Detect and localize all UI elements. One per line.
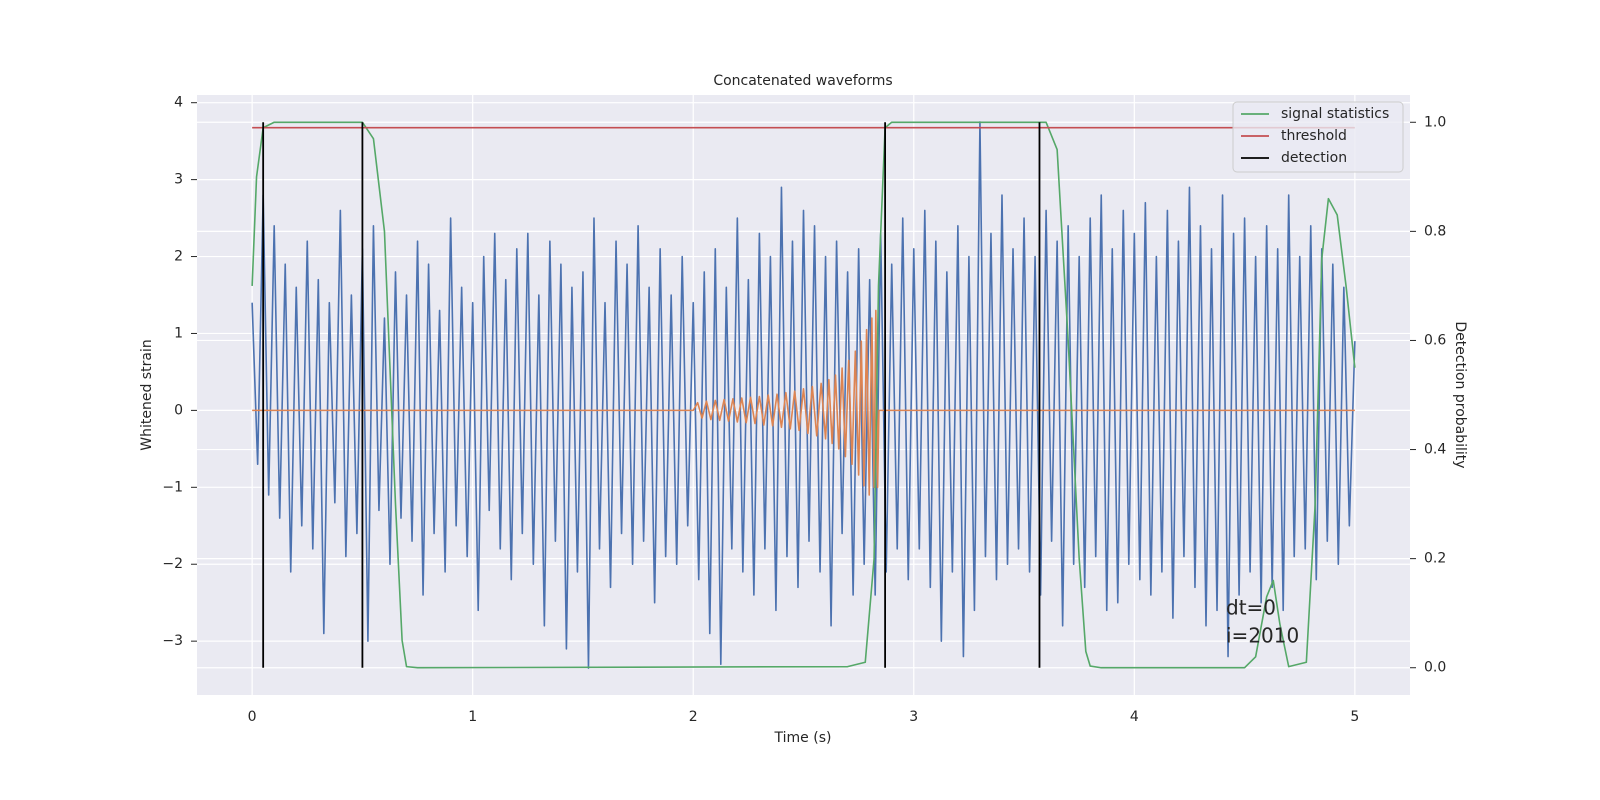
y2-tick-label: 1.0 [1424,114,1446,130]
y2-tick-label: 0.2 [1424,551,1446,567]
x-tick-label: 4 [1130,709,1139,725]
y-tick-label: 3 [174,172,183,188]
legend-label: threshold [1281,128,1347,144]
x-axis-label: Time (s) [774,730,832,746]
y-tick-label: 2 [174,249,183,265]
y-tick-label: −1 [162,479,183,495]
annotation: dt=0 [1226,596,1276,620]
y-axis-label: Whitened strain [139,339,155,450]
x-tick-label: 3 [909,709,918,725]
x-tick-label: 1 [468,709,477,725]
y-tick-label: −3 [162,633,183,649]
y2-tick-label: 0.8 [1424,223,1446,239]
legend-label: signal statistics [1281,106,1389,122]
chart-title: Concatenated waveforms [713,73,892,89]
legend-box [1232,101,1404,173]
y-tick-label: 1 [174,325,183,341]
annotation: i=2010 [1226,624,1299,648]
series-line [252,309,1355,496]
y2-tick-label: 0.4 [1424,442,1446,458]
series-line [251,121,1356,669]
legend: signal statistics threshold detection [1232,101,1404,173]
x-tick-label: 0 [248,709,257,725]
x-tick-label: 2 [689,709,698,725]
y2-tick-label: 0.6 [1424,332,1446,348]
y-tick-label: 4 [174,95,183,111]
y2-tick-label: 0.0 [1424,660,1446,676]
legend-label: detection [1281,150,1347,166]
series-line [251,121,1356,669]
y-tick-label: 0 [174,402,183,418]
marks [251,121,1356,669]
y2-axis-label: Detection probability [1452,321,1468,468]
x-tick-label: 5 [1350,709,1359,725]
y-tick-label: −2 [162,556,183,572]
